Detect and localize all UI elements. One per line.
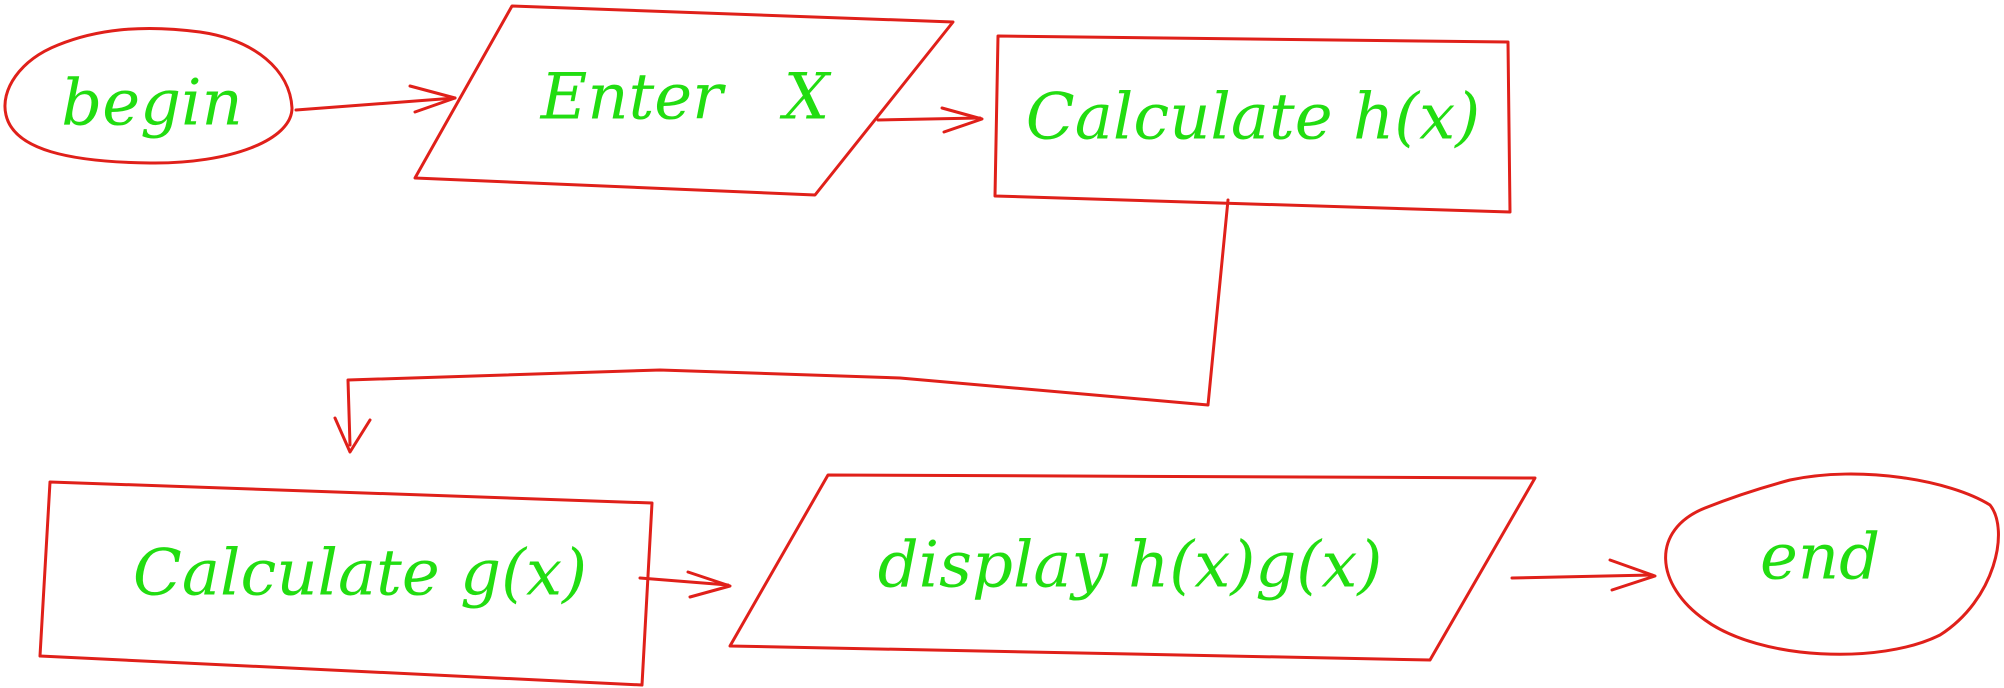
arrow-head [333,416,372,454]
display-node: display h(x)g(x) [728,473,1537,662]
arrow-head [1608,558,1657,592]
arrow-line [876,116,982,122]
arrow-calc-g-to-display [638,570,732,599]
calc-h-label: Calculate h(x) [1026,81,1480,155]
arrow-begin-to-enter [294,84,457,114]
calc-g-node: Calculate g(x) [38,480,654,687]
calc-g-label: Calculate g(x) [133,537,587,611]
arrow-line [346,198,1230,447]
arrow-line [1510,573,1654,580]
begin-terminator-shape [3,26,294,165]
arrow-display-to-end [1510,558,1657,592]
end-label: end [1760,521,1880,595]
begin-node: begin [3,26,294,165]
enter-x-node: Enter X [413,4,955,197]
calc-h-process-shape [993,34,1512,214]
begin-label: begin [61,67,243,141]
arrow-enter-to-calc-h [876,106,984,134]
enter-x-input-shape [413,4,955,197]
enter-x-label: Enter X [540,61,832,135]
arrow-head [940,106,984,134]
display-label: display h(x)g(x) [878,529,1383,603]
arrow-head [408,84,457,114]
arrow-head [686,570,732,599]
arrow-line [638,576,730,587]
display-output-shape [728,473,1537,662]
calc-h-node: Calculate h(x) [993,34,1512,214]
arrow-calc-h-to-calc-g [333,198,1230,454]
arrow-line [294,96,457,112]
end-terminator-shape [1664,472,2000,656]
end-node: end [1664,472,2000,656]
calc-g-process-shape [38,480,654,687]
